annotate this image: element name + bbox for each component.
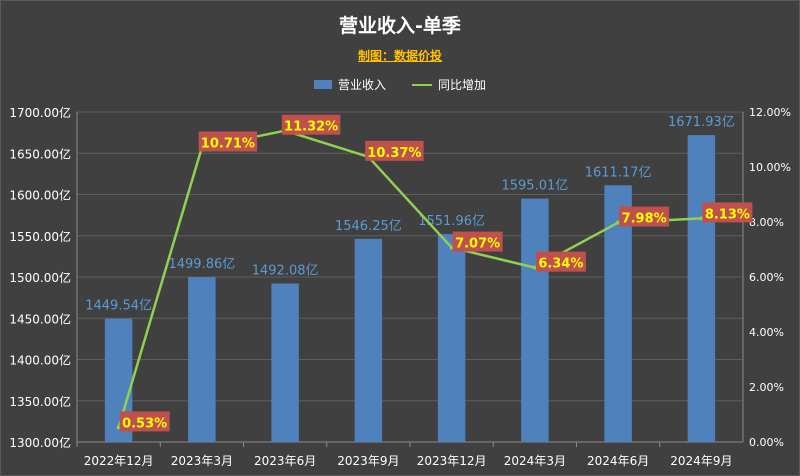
pct-value-label: 6.34% xyxy=(538,257,583,272)
bar-value-label: 1595.01亿 xyxy=(501,179,568,194)
y-left-tick-label: 1300.00亿 xyxy=(9,435,71,450)
bar xyxy=(354,238,383,442)
bar-value-label: 1449.54亿 xyxy=(85,299,152,314)
bar xyxy=(437,234,466,442)
bar-value-label: 1546.25亿 xyxy=(335,219,402,234)
x-tick-label: 2024年3月 xyxy=(504,454,566,468)
y-right-tick-label: 2.00% xyxy=(749,381,784,394)
bar xyxy=(188,277,216,442)
pct-value-label: 7.98% xyxy=(622,212,667,227)
pct-label-box xyxy=(198,131,258,152)
y-right-tick-label: 0.00% xyxy=(749,436,784,449)
pct-label-box xyxy=(281,114,341,135)
y-right-tick-label: 10.00% xyxy=(749,161,791,174)
pct-label-box xyxy=(619,206,670,227)
x-tick-label: 2023年3月 xyxy=(171,454,233,468)
y-right-tick-label: 6.00% xyxy=(749,271,784,284)
y-left-tick-label: 1500.00亿 xyxy=(9,270,71,285)
y-left-tick-label: 1650.00亿 xyxy=(9,146,71,161)
legend-item-line: 同比增加 xyxy=(412,76,486,93)
legend-line-label: 同比增加 xyxy=(438,78,487,92)
y-left-tick-label: 1400.00亿 xyxy=(9,353,71,368)
bar xyxy=(521,198,549,442)
pct-value-label: 10.37% xyxy=(367,146,421,161)
y-right-tick-label: 12.00% xyxy=(749,106,791,119)
y-left-tick-label: 1550.00亿 xyxy=(9,229,71,244)
y-left-tick-label: 1450.00亿 xyxy=(9,311,71,326)
bar-value-label: 1551.96亿 xyxy=(418,214,485,229)
y-left-tick-label: 1700.00亿 xyxy=(9,105,71,120)
chart-title: 营业收入-单季 xyxy=(339,15,461,37)
pct-value-label: 11.32% xyxy=(284,120,338,135)
chart-legend: 营业收入 同比增加 xyxy=(1,76,799,93)
bar xyxy=(271,283,299,442)
x-tick-label: 2024年6月 xyxy=(587,454,649,468)
pct-label-box xyxy=(119,411,170,432)
x-tick-label: 2024年9月 xyxy=(670,454,732,468)
bar-value-label: 1492.08亿 xyxy=(252,264,319,279)
pct-label-box xyxy=(535,251,586,272)
legend-bar-label: 营业收入 xyxy=(337,78,386,92)
x-tick-label: 2023年6月 xyxy=(254,454,316,468)
pct-label-box xyxy=(452,231,503,252)
y-left-tick-label: 1350.00亿 xyxy=(9,394,71,409)
pct-value-label: 8.13% xyxy=(705,207,750,222)
y-left-tick-label: 1600.00亿 xyxy=(9,188,71,203)
legend-item-bar: 营业收入 xyxy=(313,76,386,93)
pct-label-box xyxy=(365,140,424,161)
y-right-tick-label: 4.00% xyxy=(749,326,784,339)
bar xyxy=(687,135,716,442)
pct-value-label: 7.07% xyxy=(455,237,500,252)
pct-value-label: 10.71% xyxy=(201,136,255,151)
x-tick-label: 2023年9月 xyxy=(337,454,399,468)
legend-line-swatch xyxy=(412,83,432,86)
x-tick-label: 2022年12月 xyxy=(84,454,154,468)
pct-value-label: 0.53% xyxy=(122,416,167,431)
legend-bar-swatch xyxy=(313,80,332,89)
x-tick-label: 2023年12月 xyxy=(417,454,487,468)
y-right-tick-label: 8.00% xyxy=(749,216,784,229)
bar-value-label: 1671.93亿 xyxy=(668,115,735,130)
pct-label-box xyxy=(702,202,753,223)
bar-value-label: 1611.17亿 xyxy=(585,165,652,180)
bar-value-label: 1499.86亿 xyxy=(168,257,235,272)
chart-subtitle: 制图：数据价投 xyxy=(357,49,442,63)
